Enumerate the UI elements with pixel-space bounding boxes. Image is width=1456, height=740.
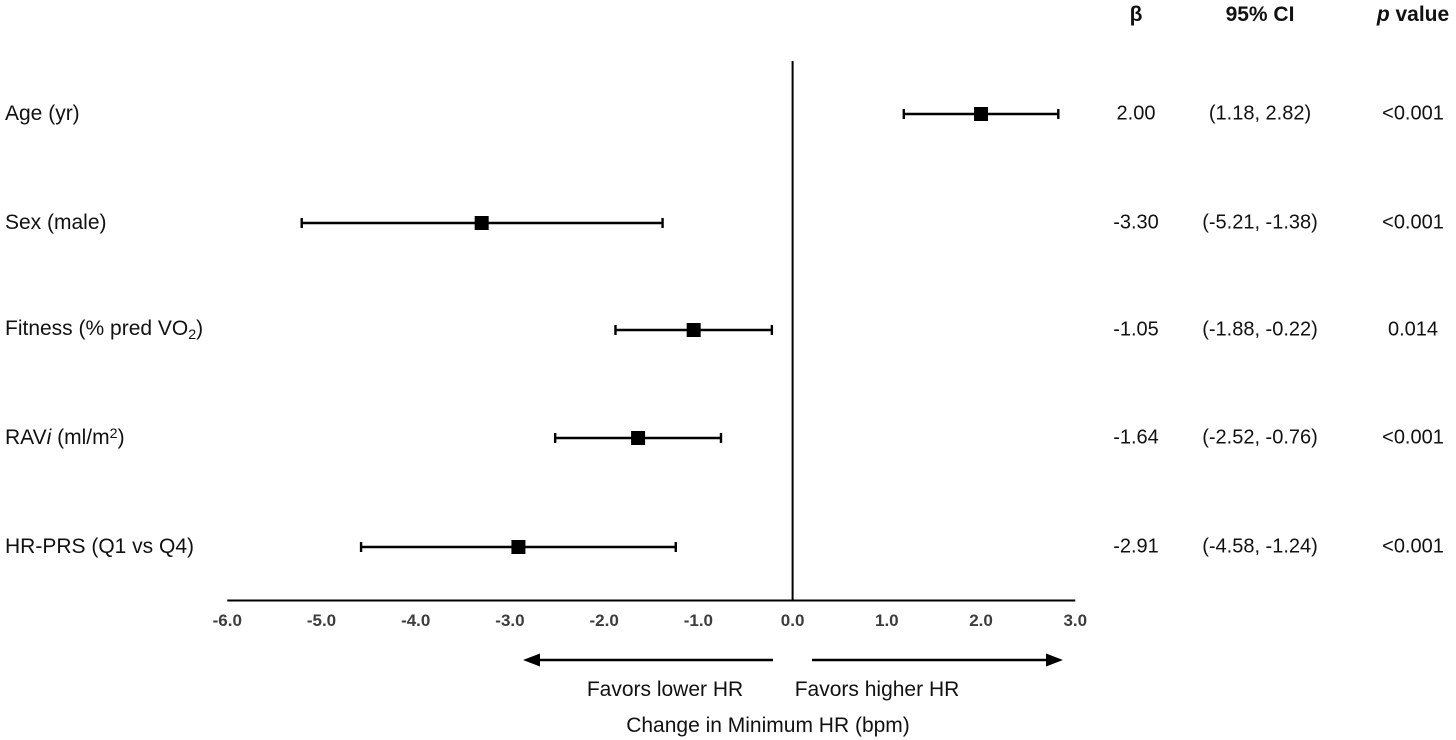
beta-value: 2.00: [1116, 102, 1156, 125]
favors-lower-label: Favors lower HR: [586, 678, 744, 701]
header-p-value: p value: [1376, 3, 1450, 26]
x-tick-label: 2.0: [969, 611, 993, 630]
ci-value: (-2.52, -0.76): [1202, 426, 1318, 449]
p-value: <0.001: [1382, 102, 1444, 125]
x-axis-title: Change in Minimum HR (bpm): [626, 714, 910, 737]
p-value: 0.014: [1387, 318, 1439, 341]
point-estimate-marker: [631, 431, 646, 445]
row-label-sex: Sex (male): [5, 211, 107, 234]
point-estimate-marker: [474, 216, 489, 230]
left-arrow-head-icon: [523, 653, 540, 667]
point-estimate-marker: [974, 107, 989, 121]
x-tick-label: 0.0: [781, 611, 805, 630]
ci-value: (-1.88, -0.22): [1202, 318, 1318, 341]
beta-value: -1.64: [1113, 426, 1159, 449]
header-ci: 95% CI: [1225, 3, 1295, 26]
row-label-age: Age (yr): [5, 102, 80, 125]
x-tick-label: 1.0: [875, 611, 899, 630]
header-beta: β: [1129, 3, 1143, 26]
right-arrow-head-icon: [1046, 653, 1063, 667]
x-tick-label: -1.0: [684, 611, 713, 630]
p-value: <0.001: [1382, 426, 1444, 449]
x-tick-label: -2.0: [590, 611, 619, 630]
row-label-ravi: RAVi (ml/m2): [5, 425, 125, 450]
row-label-hrprs: HR-PRS (Q1 vs Q4): [5, 535, 195, 558]
beta-value: -3.30: [1113, 211, 1159, 234]
favors-higher-label: Favors higher HR: [794, 678, 960, 701]
row-label-fitness: Fitness (% pred VO2): [5, 316, 204, 344]
x-tick-label: -5.0: [307, 611, 336, 630]
x-tick-label: -4.0: [401, 611, 430, 630]
beta-value: -1.05: [1113, 318, 1159, 341]
p-value: <0.001: [1382, 211, 1444, 234]
point-estimate-marker: [686, 323, 701, 337]
x-tick-label: -6.0: [213, 611, 242, 630]
point-estimate-marker: [511, 540, 526, 554]
beta-value: -2.91: [1113, 535, 1159, 558]
ci-value: (-4.58, -1.24): [1202, 535, 1318, 558]
ci-value: (1.18, 2.82): [1208, 102, 1312, 125]
x-tick-label: 3.0: [1063, 611, 1087, 630]
x-tick-label: -3.0: [495, 611, 524, 630]
ci-value: (-5.21, -1.38): [1202, 211, 1318, 234]
p-value: <0.001: [1382, 535, 1444, 558]
